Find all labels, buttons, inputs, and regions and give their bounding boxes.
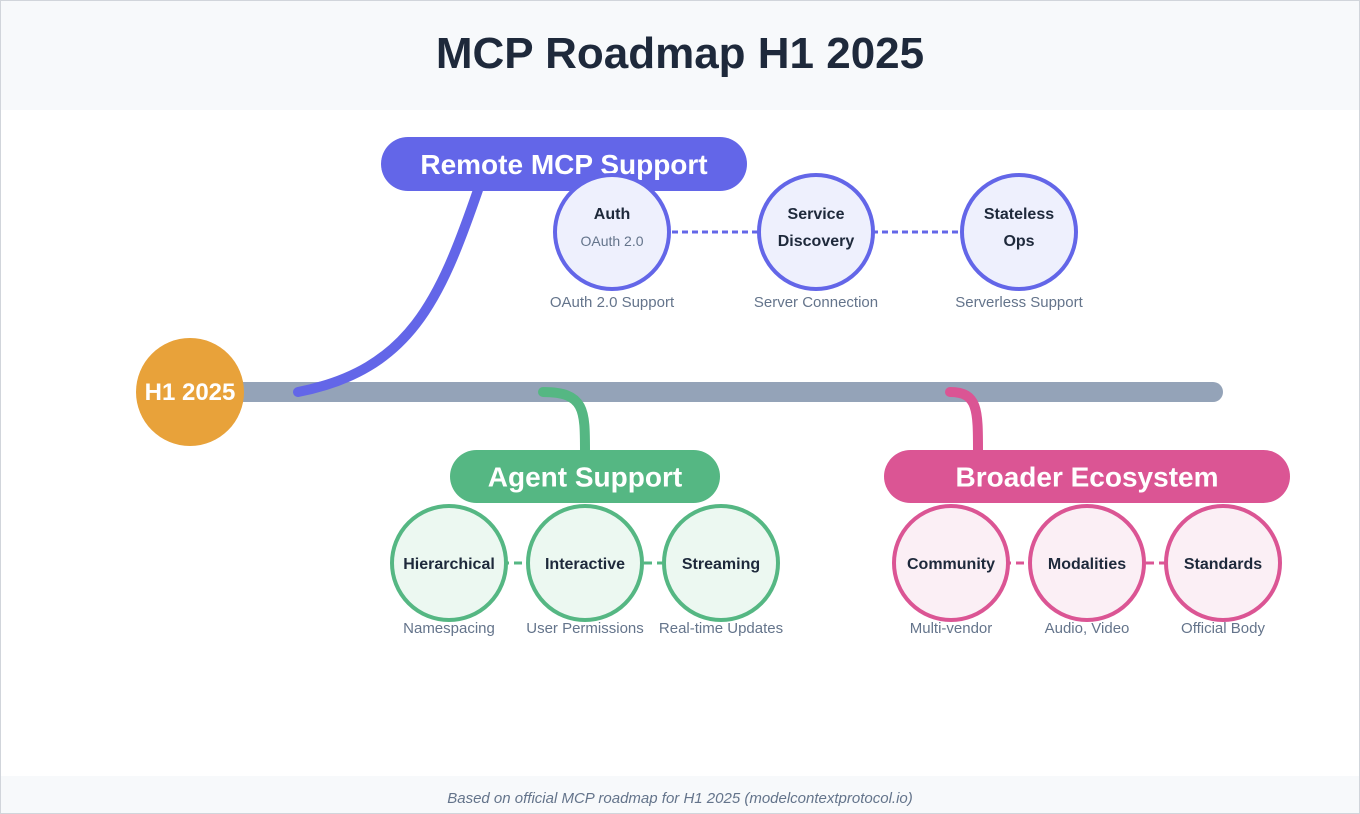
group-remote-mcp-support: Remote MCP Support Auth OAuth 2.0 OAuth 2.0… (293, 137, 1084, 397)
milestone-node: Stateless Ops Serverless Support (955, 173, 1084, 311)
node-circle (390, 504, 508, 622)
node-caption: Namespacing (403, 620, 495, 637)
node-circle (1164, 504, 1282, 622)
header-band (1, 1, 1359, 110)
node-title: Stateless (984, 206, 1054, 223)
node-title: Ops (1003, 233, 1034, 250)
page-title: MCP Roadmap H1 2025 (436, 29, 924, 78)
node-title: Discovery (778, 233, 855, 250)
node-circle (757, 173, 875, 291)
milestone-node: Modalities Audio, Video (1028, 504, 1146, 637)
start-label: H1 2025 (145, 379, 236, 406)
start-milestone (136, 338, 244, 446)
group-pill (450, 450, 720, 503)
node-caption: Multi-vendor (910, 620, 993, 637)
footer-note: Based on official MCP roadmap for H1 202… (447, 790, 913, 807)
node-title: Auth (594, 206, 630, 223)
node-circle (662, 504, 780, 622)
node-caption: OAuth 2.0 Support (550, 294, 675, 311)
milestone-node: Community Multi-vendor (892, 504, 1010, 637)
node-title: Service (788, 206, 845, 223)
milestone-node: Auth OAuth 2.0 OAuth 2.0 Support (550, 173, 675, 311)
node-circle (553, 173, 671, 291)
node-caption: Real-time Updates (659, 620, 783, 637)
node-circle (892, 504, 1010, 622)
milestone-node: Interactive User Permissions (526, 504, 644, 637)
group-connector (945, 387, 983, 457)
node-circle (1028, 504, 1146, 622)
node-subtitle: OAuth 2.0 (580, 233, 643, 249)
group-pill (381, 137, 747, 191)
node-title: Hierarchical (403, 556, 495, 573)
footer-band (1, 776, 1359, 813)
group-connector (293, 185, 483, 397)
node-circle (526, 504, 644, 622)
milestone-node: Standards Official Body (1164, 504, 1282, 637)
node-caption: Official Body (1181, 620, 1265, 637)
group-broader-ecosystem: Broader Ecosystem Community Multi-vendor Mo… (884, 387, 1290, 637)
group-label: Remote MCP Support (420, 149, 707, 180)
node-title: Streaming (682, 556, 760, 573)
node-caption: Server Connection (754, 294, 878, 311)
node-caption: User Permissions (526, 620, 644, 637)
milestone-node: Hierarchical Namespacing (390, 504, 508, 637)
node-title: Community (907, 556, 995, 573)
group-label: Agent Support (488, 462, 682, 493)
node-caption: Audio, Video (1045, 620, 1130, 637)
milestone-node: Service Discovery Server Connection (754, 173, 878, 311)
milestone-node: Streaming Real-time Updates (659, 504, 783, 637)
node-title: Standards (1184, 556, 1262, 573)
node-title: Interactive (545, 556, 625, 573)
group-pill (884, 450, 1290, 503)
group-agent-support: Agent Support Hierarchical Namespacing Inte… (390, 387, 783, 637)
node-caption: Serverless Support (955, 294, 1083, 311)
group-label: Broader Ecosystem (955, 462, 1218, 493)
group-connector (538, 387, 590, 457)
node-circle (960, 173, 1078, 291)
node-title: Modalities (1048, 556, 1126, 573)
